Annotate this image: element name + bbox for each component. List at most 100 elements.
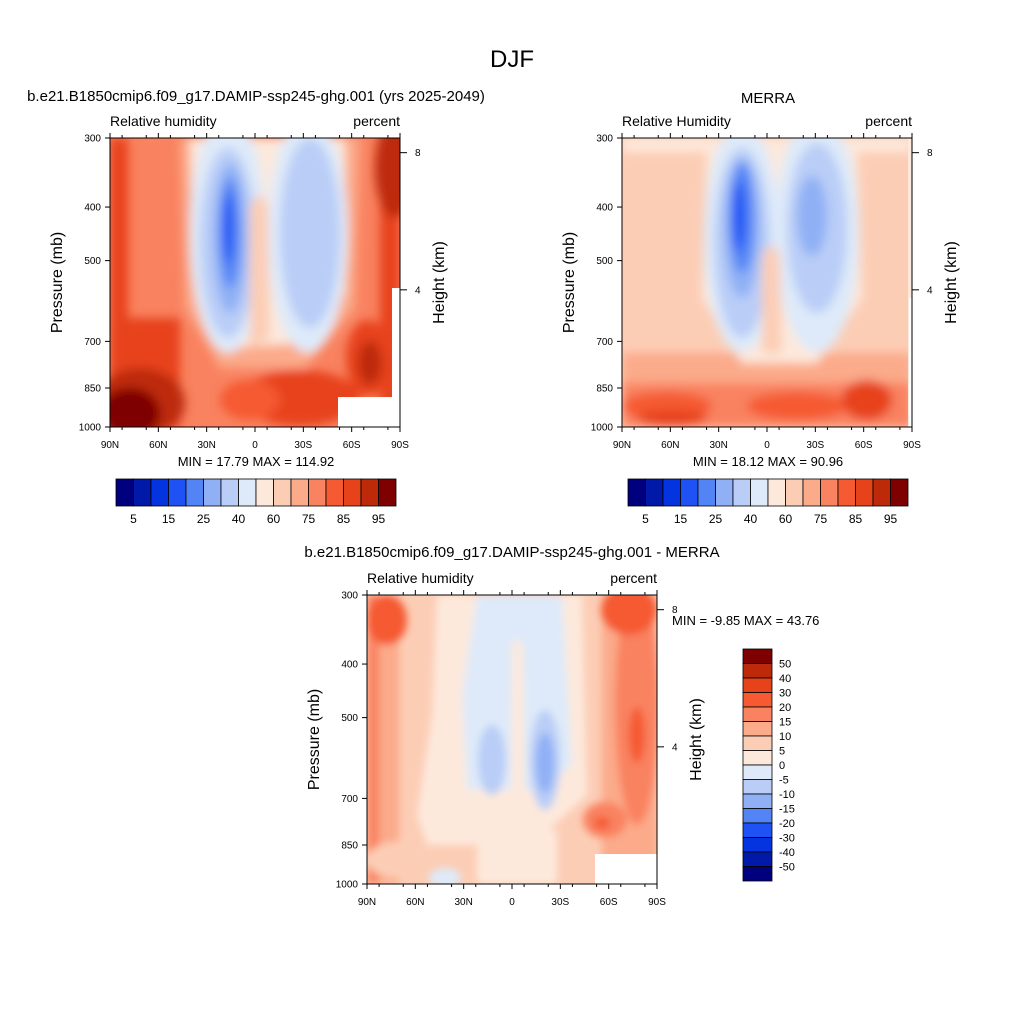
x-tick-label: 60S — [855, 440, 873, 451]
colorbar-swatch — [150, 478, 169, 507]
x-tick-label: 90S — [648, 897, 666, 908]
panel-model-title: b.e21.B1850cmip6.f09_g17.DAMIP-ssp245-gh… — [27, 88, 485, 105]
x-tick-label: 90N — [358, 897, 376, 908]
panel-model-right-label: percent — [353, 113, 400, 129]
colorbar-swatch — [742, 692, 773, 708]
colorbar-label: 60 — [779, 512, 793, 526]
colorbar-swatch — [742, 822, 773, 838]
colorbar-swatch — [627, 478, 646, 507]
colorbar-label: -10 — [779, 789, 795, 801]
colorbar-label: 30 — [779, 688, 791, 700]
colorbar-label: 85 — [337, 512, 351, 526]
colorbar-swatch — [785, 478, 804, 507]
colorbar-swatch — [742, 750, 773, 766]
y-tick-label: 500 — [596, 256, 613, 267]
colorbar-swatch — [732, 478, 751, 507]
y-tick-label: 700 — [596, 337, 613, 348]
colorbar-label: 10 — [779, 731, 791, 743]
panel-diff: b.e21.B1850cmip6.f09_g17.DAMIP-ssp245-gh… — [304, 544, 819, 908]
colorbar-label: 40 — [744, 512, 758, 526]
y-tick-label: 500 — [84, 256, 101, 267]
colorbar-swatch — [168, 478, 187, 507]
y-axis-title: Pressure (mb) — [306, 689, 323, 790]
colorbar-swatch — [742, 663, 773, 679]
x-tick-label: 90N — [101, 440, 119, 451]
x-tick-label: 30S — [551, 897, 569, 908]
x-tick-label: 30S — [806, 440, 824, 451]
colorbar-swatch — [203, 478, 222, 507]
colorbar-swatch — [290, 478, 309, 507]
y-tick-label: 700 — [341, 794, 358, 805]
y-axis-right-title: Height (km) — [431, 241, 448, 324]
x-tick-label: 60N — [406, 897, 424, 908]
x-tick-label: 90S — [391, 440, 409, 451]
page-title: DJF — [490, 46, 534, 73]
colorbar-swatch — [680, 478, 699, 507]
x-tick-label: 90N — [613, 440, 631, 451]
y-tick-label: 400 — [84, 203, 101, 214]
panel-diff-left-label: Relative humidity — [367, 570, 474, 586]
colorbar-label: 25 — [709, 512, 723, 526]
colorbar-swatch — [133, 478, 152, 507]
colorbar-label: -30 — [779, 833, 795, 845]
colorbar-swatch — [742, 808, 773, 824]
panel-diff-field — [367, 595, 657, 884]
colorbar-swatch — [742, 735, 773, 751]
panel-merra-title: MERRA — [741, 90, 795, 107]
x-tick-label: 0 — [509, 897, 515, 908]
colorbar-swatch — [343, 478, 362, 507]
y-tick-label: 1000 — [336, 880, 359, 891]
x-tick-label: 30N — [197, 440, 215, 451]
x-tick-label: 30S — [294, 440, 312, 451]
panel-diff-axes: 90N 60N 30N 0 30S 60S 90S 300 400 500 700 850 1000 8 4… — [306, 590, 705, 908]
height-tick-label: 4 — [415, 285, 421, 296]
panel-merra: MERRA Relative Humidity percent — [561, 90, 960, 526]
colorbar-label: -20 — [779, 818, 795, 830]
colorbar-label: 15 — [779, 717, 791, 729]
colorbar-swatch — [308, 478, 327, 507]
colorbar-swatch — [325, 478, 344, 507]
colorbar-swatch — [750, 478, 769, 507]
colorbar-swatch — [697, 478, 716, 507]
colorbar-label: 85 — [849, 512, 863, 526]
panel-model-axes: 90N 60N 30N 0 30S 60S 90S 300 400 500 700 850 1000 8 4… — [49, 133, 448, 451]
colorbar-swatch — [742, 764, 773, 780]
colorbar-label: -40 — [779, 847, 795, 859]
panel-diff-stats: MIN = -9.85 MAX = 43.76 — [672, 613, 819, 628]
colorbar-label: -5 — [779, 775, 789, 787]
y-tick-label: 500 — [341, 713, 358, 724]
panel-merra-axes: 90N 60N 30N 0 30S 60S 90S 300 400 500 700 850 1000 8 4… — [561, 133, 960, 451]
colorbar-swatch — [742, 851, 773, 867]
y-tick-label: 1000 — [591, 423, 614, 434]
y-axis-right-title: Height (km) — [943, 241, 960, 324]
x-tick-label: 30N — [709, 440, 727, 451]
colorbar-swatch — [662, 478, 681, 507]
height-tick-label: 4 — [927, 285, 933, 296]
colorbar-label: 95 — [372, 512, 386, 526]
panel-diff-title: b.e21.B1850cmip6.f09_g17.DAMIP-ssp245-gh… — [304, 544, 719, 561]
colorbar-label: 60 — [267, 512, 281, 526]
colorbar-swatch — [802, 478, 821, 507]
colorbar-swatch — [115, 478, 134, 507]
panel-model-colorbar: 5 15 25 40 60 75 85 95 — [115, 478, 397, 526]
colorbar-swatch — [185, 478, 204, 507]
colorbar-label: 15 — [162, 512, 176, 526]
colorbar-label: -50 — [779, 862, 795, 874]
height-tick-label: 8 — [927, 148, 933, 159]
colorbar-swatch — [742, 706, 773, 722]
colorbar-swatch — [742, 793, 773, 809]
colorbar-swatch — [890, 478, 909, 507]
height-tick-label: 8 — [415, 148, 421, 159]
y-tick-label: 700 — [84, 337, 101, 348]
colorbar-swatch — [767, 478, 786, 507]
panel-diff-right-label: percent — [610, 570, 657, 586]
colorbar-swatch — [378, 478, 397, 507]
colorbar-label: 75 — [814, 512, 828, 526]
colorbar-label: 50 — [779, 659, 791, 671]
colorbar-label: 20 — [779, 702, 791, 714]
colorbar-swatch — [255, 478, 274, 507]
y-tick-label: 850 — [596, 383, 613, 394]
panel-merra-left-label: Relative Humidity — [622, 113, 731, 129]
